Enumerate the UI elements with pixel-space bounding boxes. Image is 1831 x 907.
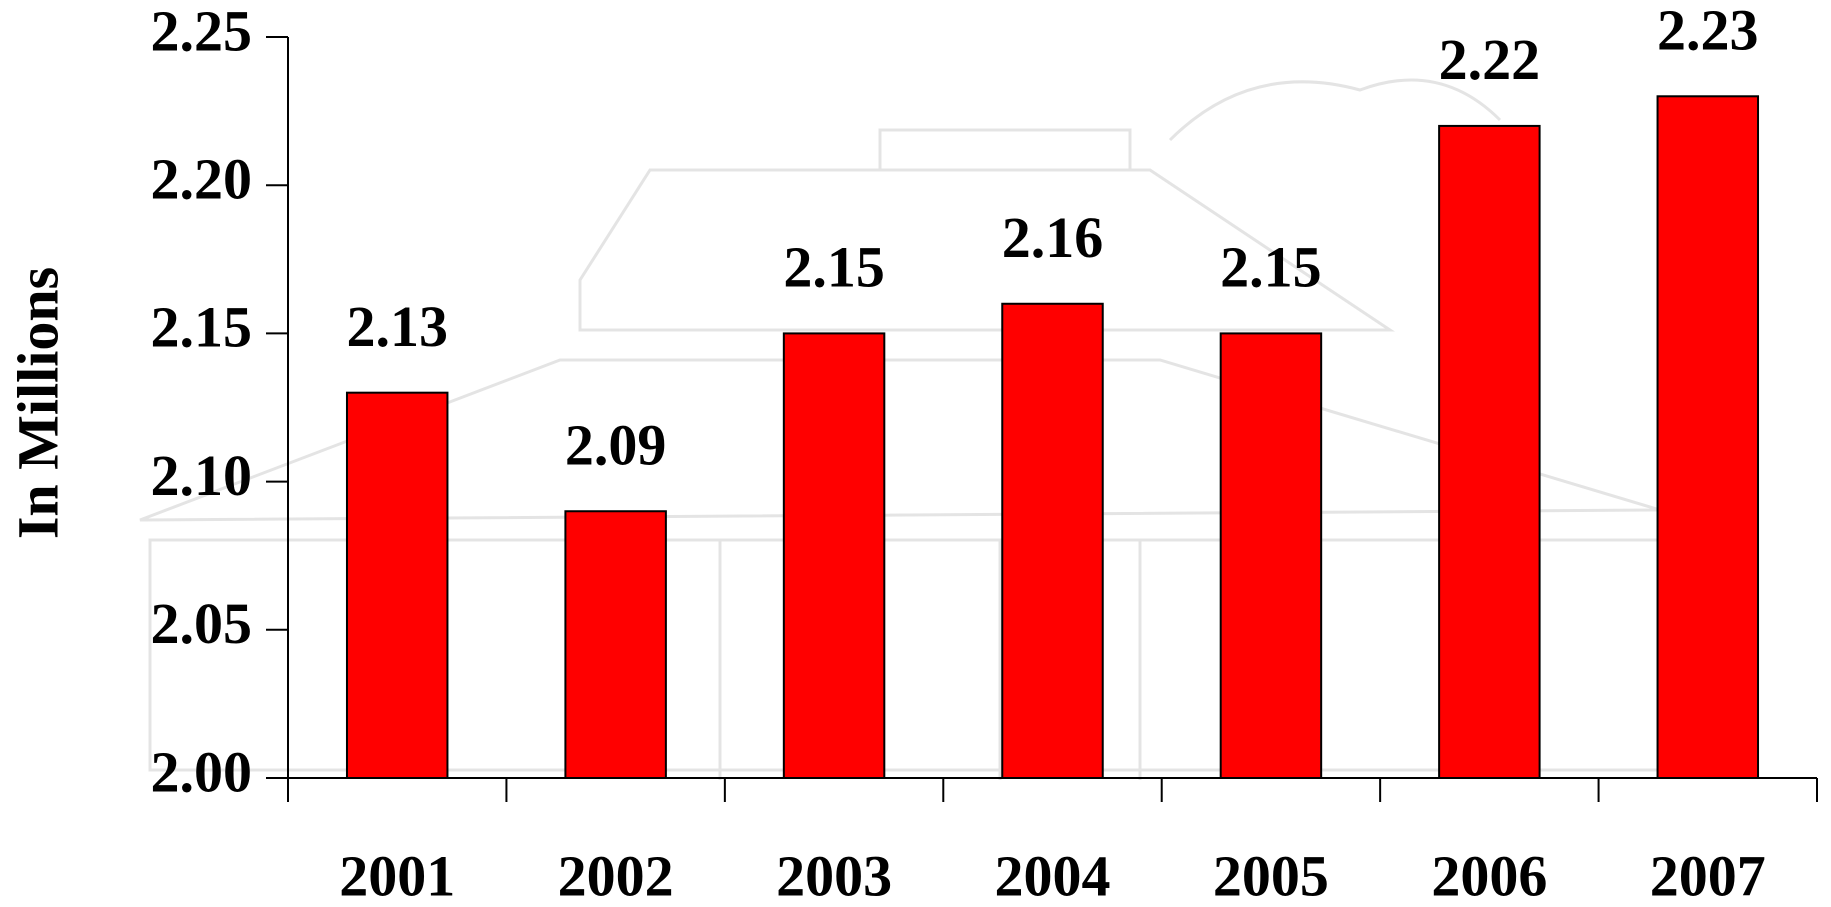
y-axis-label: In Millions — [5, 267, 70, 539]
bar — [1658, 96, 1758, 778]
y-tick-label: 2.20 — [151, 147, 253, 212]
x-tick-label: 2004 — [995, 843, 1111, 907]
data-label: 2.09 — [565, 413, 667, 478]
y-tick-label: 2.10 — [151, 443, 253, 508]
data-label: 2.13 — [346, 294, 448, 359]
chart: In Millions 2.00 2.05 2.10 2.15 2.20 2.25 2001… — [0, 0, 1831, 907]
y-tick-label: 2.25 — [151, 0, 253, 63]
data-label: 2.15 — [783, 235, 885, 300]
bar — [347, 393, 447, 778]
data-label: 2.23 — [1657, 0, 1759, 63]
bar — [784, 333, 884, 778]
bar — [1221, 333, 1321, 778]
x-tick-label: 2002 — [558, 843, 674, 907]
x-tick-label: 2006 — [1431, 843, 1547, 907]
x-tick-label: 2007 — [1650, 843, 1766, 907]
data-label: 2.16 — [1002, 205, 1104, 270]
x-tick-label: 2005 — [1213, 843, 1329, 907]
y-tick-label: 2.00 — [151, 739, 253, 804]
bar — [1002, 304, 1102, 778]
data-label: 2.22 — [1439, 27, 1541, 92]
bar — [1439, 126, 1539, 778]
y-tick-label: 2.15 — [151, 295, 253, 360]
x-tick-label: 2003 — [776, 843, 892, 907]
x-tick-label: 2001 — [339, 843, 455, 907]
y-tick-label: 2.05 — [151, 591, 253, 656]
bar — [565, 511, 665, 778]
data-label: 2.15 — [1220, 235, 1322, 300]
